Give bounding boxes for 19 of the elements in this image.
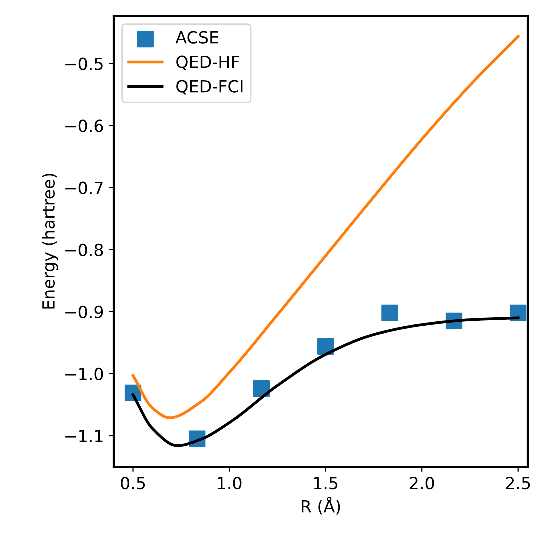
x-tick-label: 1.0 [218,477,242,490]
legend-label: ACSE [176,31,218,44]
y-tick-label: −0.7 [66,182,103,194]
y-tick-label: −1.1 [66,430,103,442]
legend-label: QED-HF [176,56,240,70]
y-tick-label: −0.6 [66,120,104,132]
y-tick-label: −1.0 [66,368,104,381]
y-tick-label: −0.8 [66,244,104,256]
x-tick-label: 1.5 [314,477,338,490]
legend-label: QED-FCI [176,80,243,95]
y-tick-label: −0.5 [66,58,103,70]
x-axis-title: R (Å) [302,497,340,515]
y-axis-title: Energy (hartree) [42,174,58,309]
point [253,380,270,398]
x-tick-label: 2.5 [506,477,530,490]
x-tick-label: 0.5 [121,477,146,490]
y-tick-label: −0.9 [66,306,104,318]
point [382,304,398,322]
x-tick-label: 2.0 [410,477,434,490]
